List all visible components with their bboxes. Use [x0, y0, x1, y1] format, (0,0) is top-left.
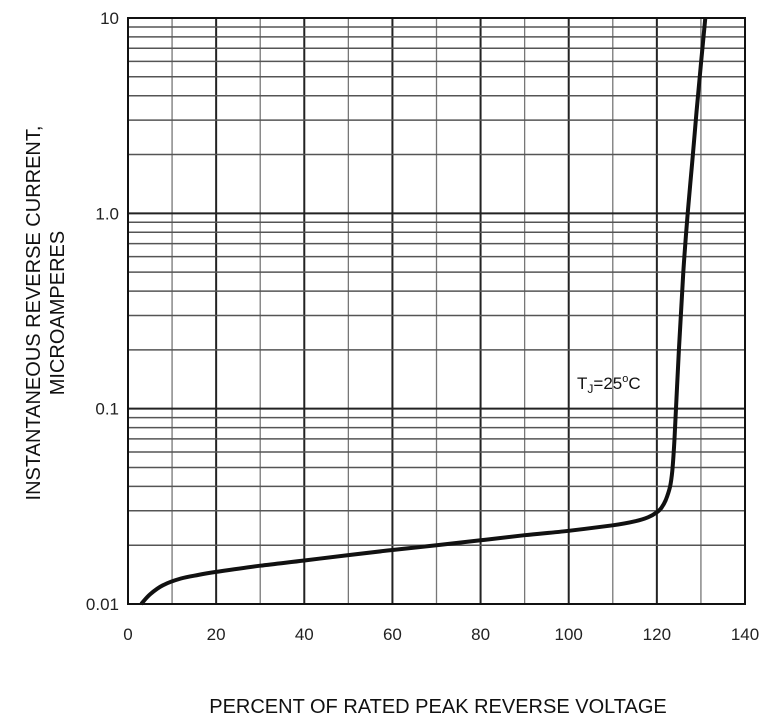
y-tick-label: 1.0 — [95, 204, 119, 223]
y-axis-title-line2: MICROAMPERES — [47, 231, 69, 395]
y-axis-title: INSTANTANEOUS REVERSE CURRENT, MICROAMPE… — [23, 126, 69, 501]
temperature-annotation: TJ=25oC — [577, 373, 641, 396]
x-tick-labels: 0 20 40 60 80 100 120 140 — [123, 625, 759, 644]
x-tick-label: 40 — [295, 625, 314, 644]
x-tick-label: 0 — [123, 625, 132, 644]
x-tick-label: 20 — [207, 625, 226, 644]
y-axis-title-line1: INSTANTANEOUS REVERSE CURRENT, — [23, 126, 45, 501]
x-tick-label: 100 — [555, 625, 583, 644]
y-tick-label: 0.01 — [86, 595, 119, 614]
x-tick-label: 120 — [643, 625, 671, 644]
plot-frame — [127, 17, 746, 605]
x-tick-label: 140 — [731, 625, 759, 644]
y-tick-label: 10 — [100, 9, 119, 28]
series-line — [139, 17, 708, 606]
y-tick-labels: 0.01 0.1 1.0 10 — [86, 9, 119, 614]
x-axis-title: PERCENT OF RATED PEAK REVERSE VOLTAGE — [209, 696, 667, 717]
x-tick-label: 80 — [471, 625, 490, 644]
x-tick-label: 60 — [383, 625, 402, 644]
y-tick-label: 0.1 — [95, 400, 119, 419]
